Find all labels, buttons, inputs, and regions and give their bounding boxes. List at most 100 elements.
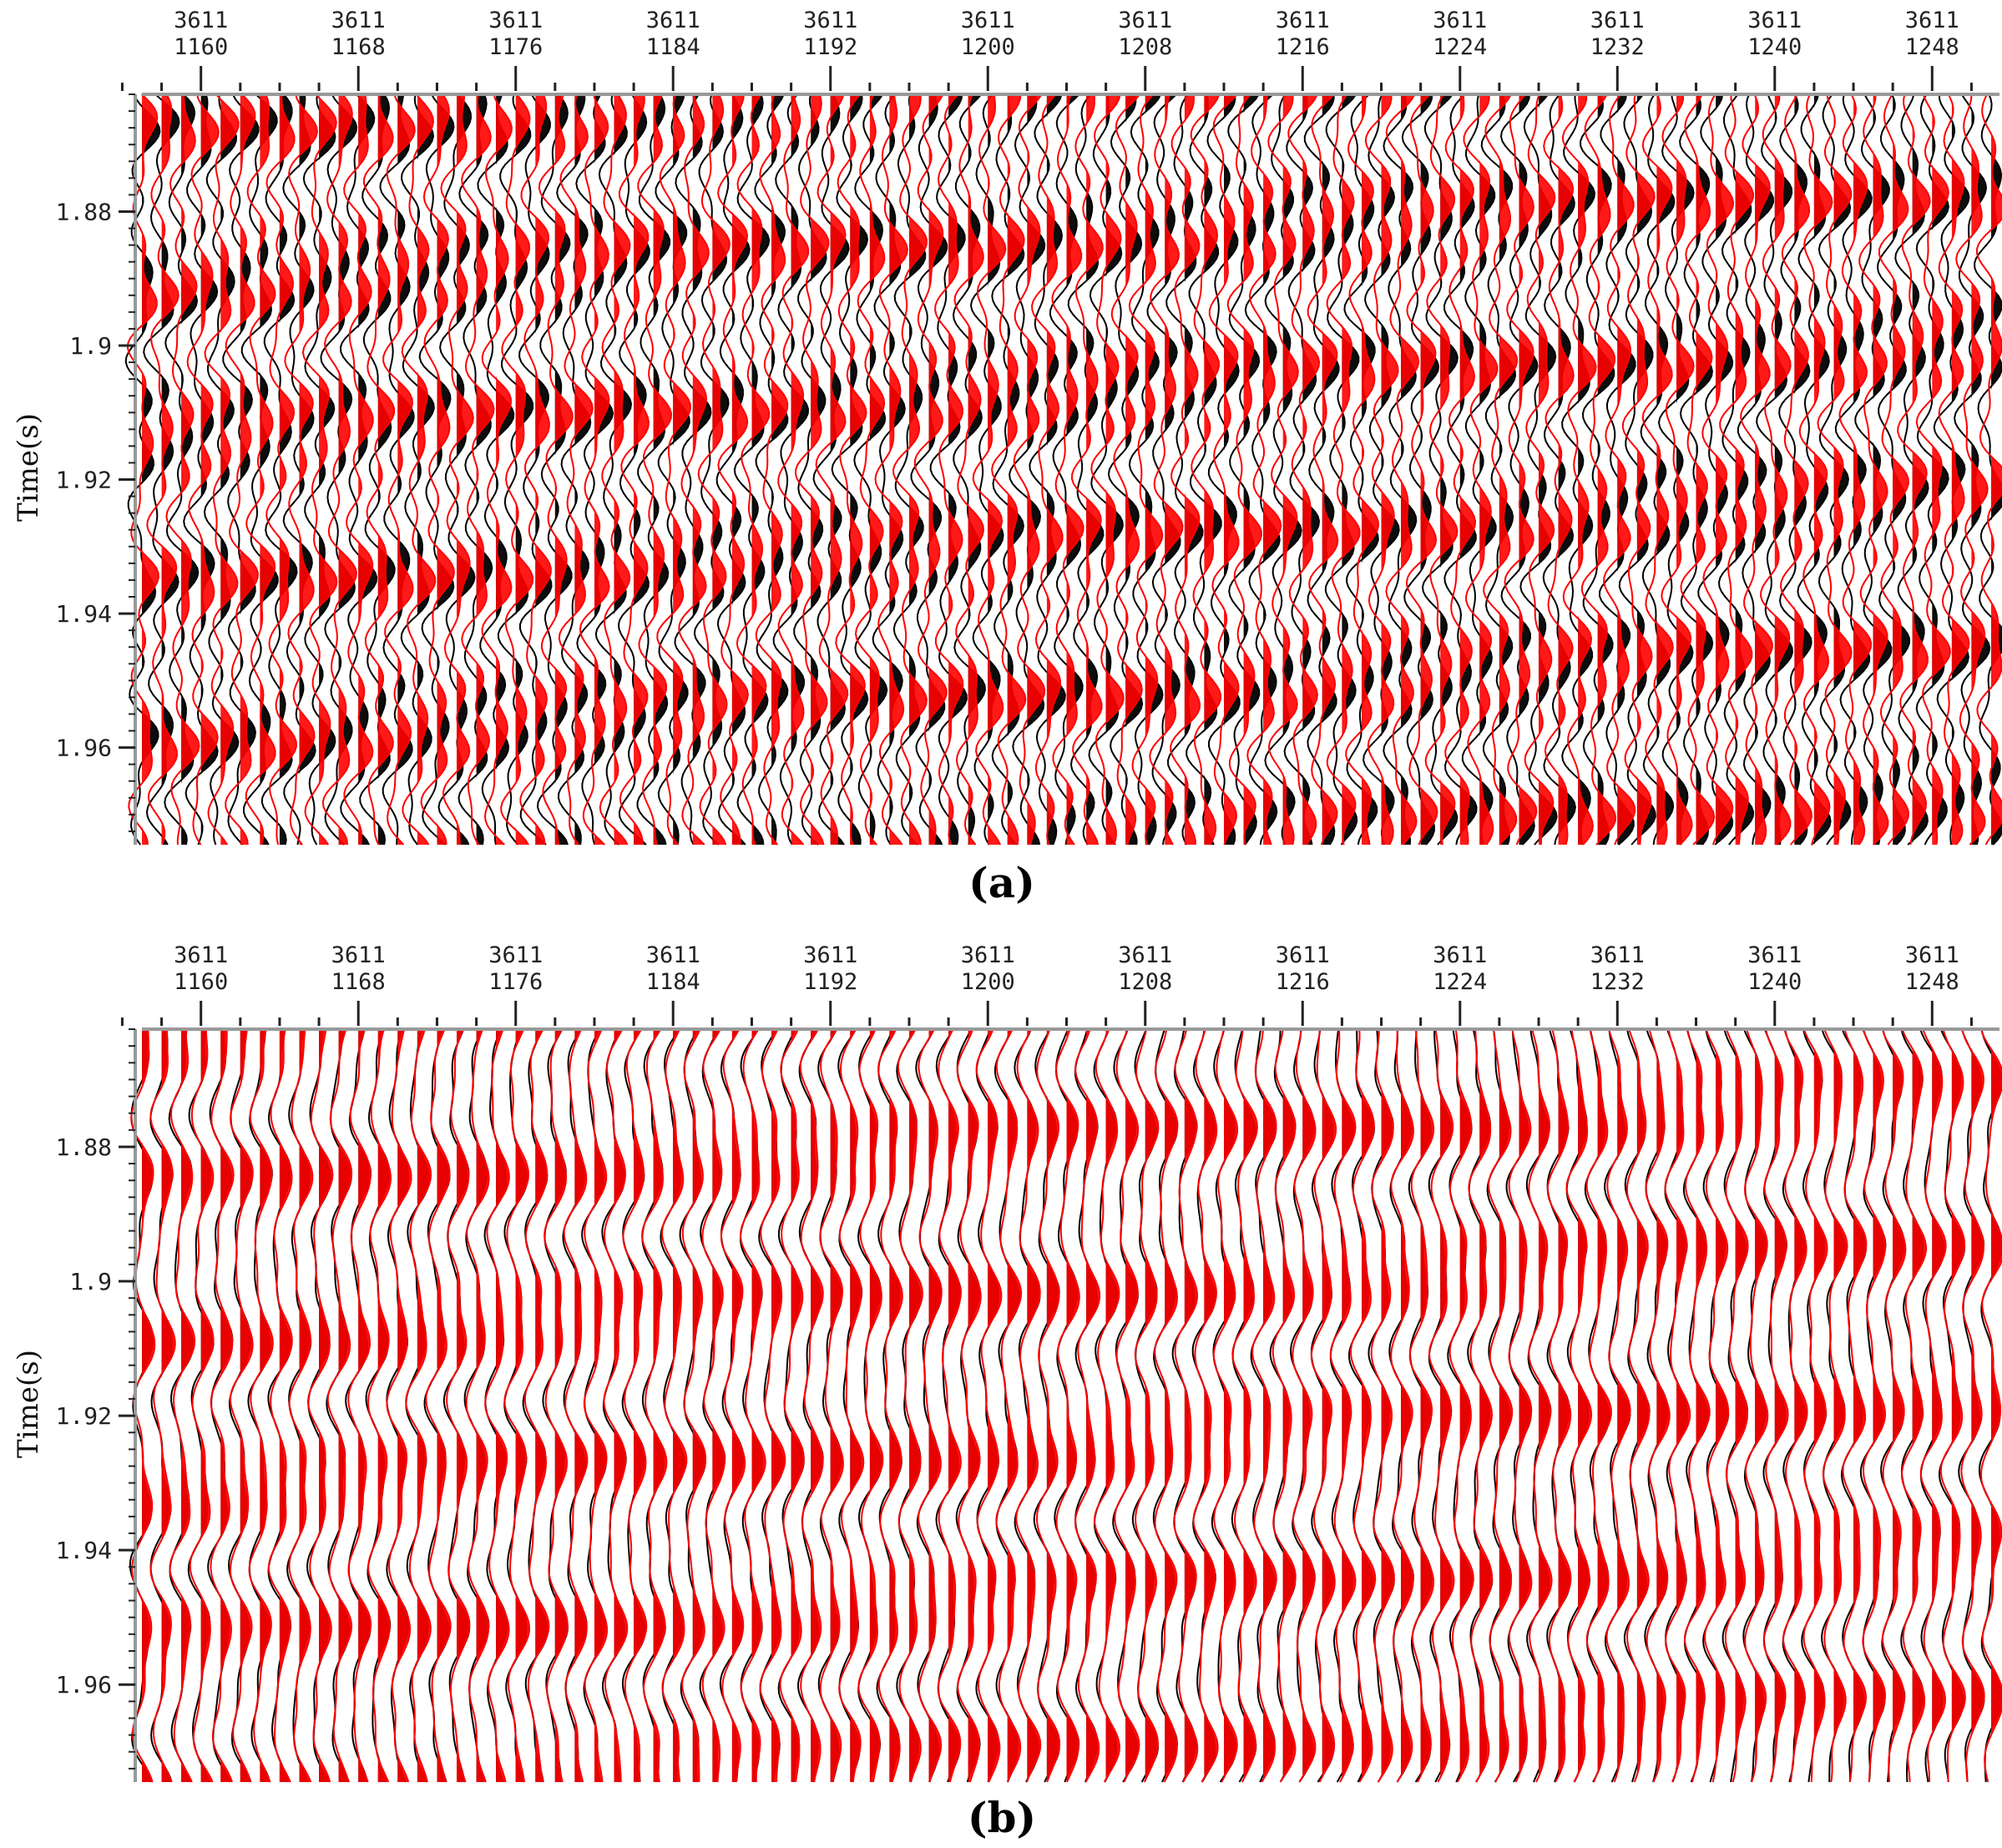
red-trace-fill [1735,94,1753,845]
red-trace-line [1625,1028,1651,1783]
red-trace-fill [535,1029,549,1782]
x-tick-label-line1: 3611 [331,942,386,968]
red-trace-line [461,93,495,846]
black-trace-line [1227,93,1261,846]
red-trace-line [857,1028,884,1783]
black-trace-fill [1342,94,1359,845]
red-trace-fill [1322,94,1338,845]
black-trace-line [636,93,671,846]
red-trace-fill [142,94,159,845]
red-trace-line [149,1028,176,1783]
red-trace-fill [791,94,809,845]
x-tick-label-line1: 3611 [1747,8,1802,33]
red-trace-line [1528,1028,1553,1783]
red-trace-fill [574,94,593,845]
red-trace-line [1090,93,1125,846]
red-trace-line [519,93,552,846]
red-trace-line [599,93,631,846]
red-trace-line [1760,93,1792,846]
red-trace-line [720,1028,746,1783]
red-trace-line [1424,93,1459,846]
red-trace-line [1543,93,1575,846]
red-trace-fill [1046,1029,1060,1782]
red-trace-fill [142,1029,155,1782]
red-trace-line [1231,1028,1258,1783]
red-trace-fill [1873,94,1888,845]
red-trace-fill [1165,1029,1178,1782]
x-tick-label-line1: 3611 [1747,942,1802,968]
x-axis-ticks: 3611116036111168361111763611118436111192… [120,8,1973,91]
red-trace-line [1546,1028,1572,1783]
red-trace-fill [1479,1029,1493,1782]
red-trace-fill [889,1029,902,1782]
black-trace-line [831,93,869,846]
black-trace-line [1756,93,1794,846]
red-trace-line [1900,1028,1928,1783]
red-trace-line [1960,1028,1985,1783]
red-trace-fill [1991,1029,2002,1782]
x-tick-label-line1: 3611 [1276,942,1330,968]
red-trace-line [386,1028,412,1783]
black-trace-fill [673,94,690,845]
x-tick-label-line2: 1208 [1118,34,1172,60]
red-trace-fill [1459,1029,1474,1782]
red-trace-line [1051,93,1084,846]
y-tick-label: 1.9 [69,1268,112,1295]
red-trace-fill [1813,94,1833,845]
red-trace-fill [1145,1029,1159,1782]
red-trace-fill [181,94,200,845]
red-trace-fill [1322,1029,1337,1782]
red-trace-line [484,1028,510,1783]
red-trace-line [583,1028,609,1783]
black-trace-line [1561,93,1596,846]
red-trace-line [1154,1028,1179,1783]
red-trace-fill [869,94,885,845]
red-trace-line [265,94,298,846]
x-tick-label-line2: 1240 [1747,34,1802,60]
red-trace-fill [1342,94,1360,845]
red-trace-fill [181,1029,195,1782]
red-trace-fill [1696,94,1715,845]
red-trace-line [1862,1028,1887,1783]
red-trace-fill [1676,94,1694,845]
red-trace-line [1370,1028,1395,1783]
y-axis-ticks: 1.88 1.9 1.92 1.94 1.96 [56,1028,135,1770]
red-trace-line [1444,93,1477,846]
red-trace-fill [358,1029,371,1782]
red-trace-line [165,93,200,846]
x-tick-label-line1: 3611 [174,942,228,968]
red-trace-line [1838,93,1873,846]
red-trace-line [465,1028,490,1783]
red-trace-line [1364,93,1399,846]
red-trace-line [637,93,673,846]
x-axis-ticks: 3611116036111168361111763611118436111192… [120,942,1973,1026]
x-tick-label-line2: 1224 [1433,34,1487,60]
red-trace-line [854,93,886,846]
black-trace-line [719,1028,745,1783]
black-trace-line [740,1028,764,1783]
red-trace-line [975,1028,1003,1783]
x-tick-label-line1: 3611 [961,8,1015,33]
red-trace-line [681,1028,707,1782]
red-trace-line [1740,93,1773,846]
red-trace-line [326,1028,353,1783]
red-trace-line [1897,93,1931,846]
red-trace-fill [1105,1029,1120,1782]
x-tick-label-line2: 1248 [1905,969,1959,995]
red-trace-fill [476,1029,489,1782]
red-trace-line [755,93,789,846]
black-trace-line [437,93,476,846]
red-trace-fill [1224,94,1239,845]
black-trace-line [581,1028,608,1783]
red-trace-line [440,94,474,846]
red-trace-line [656,93,692,846]
red-trace-line [1701,93,1735,846]
red-trace-line [1015,1028,1042,1783]
red-trace-fill [1125,1029,1140,1782]
x-tick-label-line1: 3611 [1433,942,1487,968]
red-trace-fill [515,1029,529,1782]
red-trace-line [678,93,710,846]
black-trace-fill [811,94,827,845]
red-trace-line [267,1028,293,1783]
y-tick-label: 1.88 [56,198,112,225]
